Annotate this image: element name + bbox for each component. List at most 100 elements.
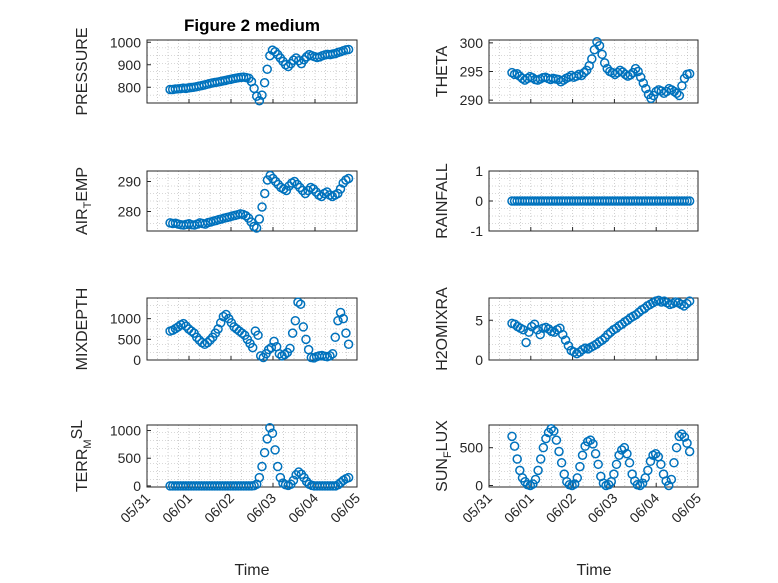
data-point	[557, 329, 568, 340]
data-point	[533, 465, 543, 476]
data-point	[333, 315, 343, 326]
data-point	[619, 442, 630, 453]
data-point	[254, 96, 265, 106]
y-axis-label-main: SUN	[434, 458, 451, 492]
data-point	[507, 67, 517, 78]
data-point	[299, 55, 309, 65]
data-point	[288, 475, 299, 486]
data-point	[298, 322, 309, 332]
data-point	[684, 196, 695, 206]
data-point	[279, 349, 290, 360]
data-point	[637, 478, 648, 488]
data-point	[259, 447, 270, 458]
data-point	[666, 474, 677, 485]
data-point	[569, 479, 580, 489]
data-point	[611, 459, 622, 470]
data-point	[669, 458, 679, 468]
y-tick-label: 900	[118, 57, 142, 73]
data-point	[530, 474, 541, 485]
data-point	[521, 337, 531, 348]
y-axis-label-main: H2OMIXRA	[434, 287, 451, 371]
data-point	[538, 442, 549, 453]
data-point	[638, 78, 649, 88]
data-point	[308, 184, 319, 194]
data-point	[577, 450, 588, 460]
data-point	[679, 432, 690, 442]
data-point	[287, 328, 298, 338]
data-point	[677, 429, 687, 439]
y-axis-label-suffix: LUX	[434, 420, 451, 451]
data-point	[535, 454, 546, 464]
data-point	[247, 342, 258, 353]
y-axis-label-sub: F	[442, 451, 454, 458]
subplot-pressure: 800 900 1000 PRESSURE	[74, 27, 358, 116]
data-point	[663, 480, 674, 491]
data-point	[682, 438, 692, 448]
subplot-h2omixra: 0 5 H2OMIXRA	[434, 287, 699, 371]
data-point	[295, 182, 305, 193]
data-point	[283, 61, 293, 72]
x-tick-label: 06/01	[501, 490, 537, 526]
axes-box	[146, 39, 358, 104]
x-tick-label: 06/02	[543, 490, 579, 526]
data-point	[656, 459, 666, 470]
data-point	[253, 330, 263, 340]
y-tick-label: 0	[475, 477, 483, 493]
data-point	[293, 297, 303, 307]
y-axis-label-main: MIXDEPTH	[74, 288, 91, 371]
y-tick-label: 300	[460, 35, 484, 51]
data-point	[325, 351, 335, 361]
data-point	[643, 465, 653, 476]
data-point	[269, 336, 279, 347]
data-point	[259, 78, 270, 88]
data-point	[237, 328, 247, 338]
data-point	[272, 461, 283, 472]
x-tick-label: 06/02	[201, 490, 237, 526]
y-axis-label-main: THETA	[434, 46, 451, 98]
y-tick-label: 1000	[110, 34, 141, 50]
y-tick-label: -1	[471, 223, 484, 239]
data-point	[300, 188, 311, 199]
data-point	[635, 72, 646, 82]
data-point	[563, 340, 574, 351]
data-point	[254, 214, 265, 224]
data-point	[593, 459, 603, 470]
data-point	[343, 173, 354, 184]
y-axis-label-sup: SL	[69, 420, 86, 440]
data-point	[682, 298, 692, 309]
data-point	[290, 315, 301, 326]
data-point	[603, 329, 613, 340]
data-point	[218, 311, 229, 322]
data-point	[609, 469, 619, 479]
y-tick-label: 1	[475, 163, 483, 179]
y-axis-label: THETA	[434, 46, 451, 98]
data-point	[624, 458, 635, 468]
x-axis-label-right: Time	[577, 562, 612, 579]
y-tick-label: 500	[118, 450, 142, 466]
data-point	[603, 479, 614, 490]
y-axis-label-suffix: EMP	[74, 167, 91, 202]
y-tick-label: 1000	[110, 311, 141, 327]
y-axis-label: TERRMSL	[69, 420, 94, 492]
data-point	[588, 439, 598, 449]
data-point	[295, 299, 306, 309]
y-axis-label: PRESSURE	[74, 27, 91, 115]
data-point	[205, 335, 215, 345]
data-point	[291, 470, 301, 480]
y-axis-label: RAINFALL	[434, 163, 451, 239]
data-point	[560, 335, 571, 345]
y-tick-label: 0	[133, 478, 141, 494]
data-point	[597, 335, 607, 345]
data-point	[270, 445, 280, 455]
data-point	[512, 454, 522, 464]
data-point	[576, 70, 587, 81]
data-point	[507, 431, 517, 442]
data-point	[181, 321, 191, 331]
subplot-mixdepth: 0 500 1000 MIXDEPTH	[74, 288, 358, 371]
data-point	[202, 337, 213, 348]
data-point	[262, 64, 272, 74]
data-point	[625, 70, 636, 80]
data-point	[335, 184, 346, 194]
